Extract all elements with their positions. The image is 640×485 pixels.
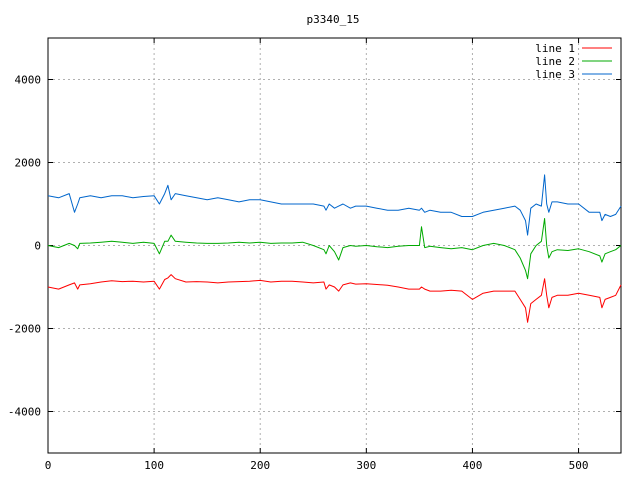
chart-title: p3340_15: [307, 13, 360, 26]
series-line-2: [47, 218, 622, 280]
series-line-3: [47, 174, 622, 236]
y-tick-label: 2000: [15, 157, 42, 170]
x-tick-label: 200: [250, 459, 270, 472]
y-tick-label: 4000: [15, 74, 42, 87]
legend-label: line 2: [535, 55, 575, 68]
series-layer: [47, 174, 622, 323]
y-tick-label: 0: [34, 240, 41, 253]
x-tick-label: 0: [45, 459, 52, 472]
y-tick-label: -2000: [8, 323, 41, 336]
x-tick-label: 300: [356, 459, 376, 472]
legend-label: line 3: [535, 68, 575, 81]
x-tick-label: 400: [463, 459, 483, 472]
legend-label: line 1: [535, 42, 575, 55]
axis-ticks: 0 100 200 300 400 500 -4000 -2000 0 2000 4000: [8, 38, 621, 472]
series-line-1: [47, 274, 622, 323]
y-tick-label: -4000: [8, 406, 41, 419]
grid-lines: [48, 38, 621, 453]
x-tick-label: 100: [144, 459, 164, 472]
x-tick-label: 500: [569, 459, 589, 472]
